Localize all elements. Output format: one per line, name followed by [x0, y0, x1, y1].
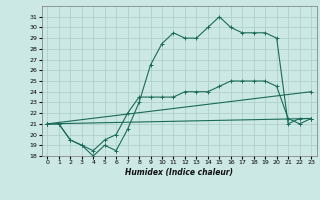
X-axis label: Humidex (Indice chaleur): Humidex (Indice chaleur)	[125, 168, 233, 177]
